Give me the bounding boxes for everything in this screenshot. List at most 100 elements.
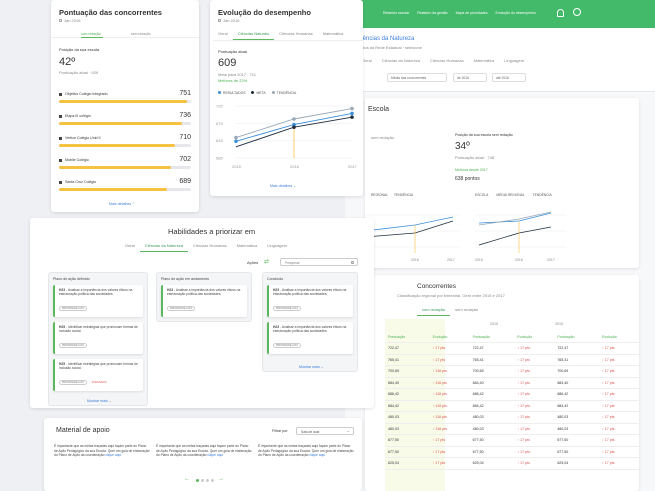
nav-link[interactable]: Relatório escolar [383, 11, 410, 15]
tab[interactable]: Ciências da Natureza [381, 58, 421, 63]
table-cell: ↑ 17 pts [514, 423, 555, 435]
filter-select[interactable]: até 2016 [492, 73, 526, 82]
data-point[interactable] [350, 115, 354, 119]
carousel-dot[interactable] [201, 479, 204, 482]
show-more-link[interactable]: Mostrar mais ⌄ [299, 365, 324, 369]
carousel-dot[interactable] [211, 479, 214, 482]
data-point[interactable] [292, 122, 296, 127]
tab-ciencias-naturais[interactable]: Ciências Naturais [232, 28, 275, 40]
table-cell: 677,50 [469, 446, 515, 458]
school-row[interactable]: Mobile Colégio 702 [59, 156, 191, 174]
mais-detalhes-link[interactable]: Mais detalhes ⌃ [109, 202, 136, 206]
legend-meta: META [251, 91, 266, 95]
table-cell: ↑ 17 pts [598, 400, 639, 412]
table-cell: ↑ 17 pts [514, 377, 555, 389]
tab-matematica[interactable]: Matemática [322, 31, 344, 36]
table-cell: ↑ 116 pts [429, 400, 470, 412]
tab[interactable]: Ciências Humanas [430, 58, 464, 63]
tab[interactable]: sem redação [455, 307, 479, 312]
carousel-dots [196, 479, 214, 482]
priority-badge: PRIORIDADE ALTA [59, 306, 87, 312]
nav-link[interactable]: Relatório da gestão [417, 11, 448, 15]
data-point[interactable] [292, 117, 296, 121]
table-cell: ↑ 17 pts [514, 411, 555, 424]
data-point[interactable] [292, 125, 296, 129]
x-tick-label: 2017 [348, 164, 358, 169]
search-input[interactable]: Pesquisar [280, 258, 358, 266]
tab-ciencias-natureza[interactable]: Ciências da Natureza [139, 240, 189, 252]
table-cell: 700,69 [554, 365, 599, 378]
tab-ciencias-humanas[interactable]: Ciências Humanas [279, 31, 313, 36]
table-cell: ↑ 17 pts [429, 434, 470, 447]
col-header: Evolução [429, 331, 470, 343]
conc-subtitle: Classificação regional por bimestral, Ge… [397, 293, 505, 298]
tab-linguagem[interactable]: Linguagem [267, 243, 288, 248]
material-item[interactable]: É importante que as metas traçadas aqui … [156, 444, 252, 458]
back-x-label: 2016 [515, 258, 523, 262]
tab-ciencias-humanas[interactable]: Ciências Humanas [193, 243, 227, 248]
skill-card[interactable]: H25 - Identificar estratégias que promov… [53, 359, 143, 391]
filter-select[interactable]: Sala de aula ⌄ [296, 427, 354, 435]
material-link[interactable]: clique aqui [309, 453, 326, 457]
filter-select[interactable]: de 2016 [453, 73, 487, 82]
bell-icon[interactable] [557, 9, 564, 17]
score-goal: Meta para 2017 · 711 [218, 72, 256, 77]
tab[interactable]: Matemática [473, 58, 495, 63]
show-more-link[interactable]: Mostrar mais ⌄ [87, 399, 112, 403]
concorrentes-card: Pontuação das concorrentes Jan 2016 com … [51, 0, 199, 212]
table-cell: ↑ 17 pts [598, 457, 639, 470]
carousel-next-icon[interactable]: → [218, 476, 224, 482]
carousel-dot-active[interactable] [196, 479, 199, 482]
school-row[interactable]: Santa Cruz Colégio 689 [59, 178, 191, 196]
filter-value: Média das concorrentes [391, 76, 427, 80]
skill-card[interactable]: H23 - Analisar a importância dos valores… [53, 285, 143, 317]
tab-geral[interactable]: Geral [218, 31, 228, 36]
material-link[interactable]: clique aqui [105, 453, 122, 457]
tab-sem-redacao[interactable]: sem redação [131, 32, 151, 36]
col-header: Pontuação [554, 331, 599, 343]
school-row[interactable]: Objetivo Colégio Integrado 751 [59, 90, 191, 108]
tab-com-redacao[interactable]: com redação [81, 32, 101, 36]
filter-select[interactable]: Média das concorrentes [387, 73, 447, 82]
tab[interactable]: Geral [362, 58, 372, 63]
swap-icon[interactable]: ⇄ [264, 259, 270, 265]
tab[interactable]: com redação [417, 304, 451, 316]
material-item[interactable]: É importante que as metas traçadas aqui … [258, 444, 354, 458]
skill-card[interactable]: H23 - Analisar a importância dos valores… [267, 322, 353, 354]
table-cell: 684,40 [554, 377, 599, 389]
school-row[interactable]: Vertice Colégio Unid II 710 [59, 134, 191, 152]
carousel-dot[interactable] [206, 479, 209, 482]
tab[interactable]: Linguagem [504, 58, 525, 63]
school-score: 702 [179, 156, 191, 163]
school-row[interactable]: Etapa III colégio 736 [59, 112, 191, 130]
col-header: Pontuação [469, 331, 515, 343]
skill-card[interactable]: H23 - Analisar a importância dos valores… [267, 285, 353, 317]
data-point[interactable] [350, 106, 354, 111]
tab-geral[interactable]: Geral [125, 243, 135, 248]
y-tick-label: 585 [216, 156, 223, 161]
skill-card[interactable]: H25 - Identificar estratégias que promov… [53, 322, 143, 354]
skill-code: H25 [59, 325, 66, 329]
nav-link[interactable]: Mapa de prioridades [455, 11, 488, 15]
material-link[interactable]: clique aqui [207, 453, 224, 457]
data-point[interactable] [350, 111, 354, 116]
user-icon[interactable] [573, 8, 581, 16]
school-name: Etapa III colégio [65, 114, 91, 118]
mais-detalhes-link[interactable]: Mais detalhes ⌄ [270, 184, 297, 188]
table-cell: ↑ 116 pts [429, 365, 470, 378]
back-line-trend [365, 220, 454, 238]
table-cell: ↑ 17 pts [598, 354, 639, 366]
data-point[interactable] [234, 139, 238, 144]
table-cell: 722,47 [554, 342, 599, 355]
priority-badge: PRIORIDADE ALTA [59, 380, 87, 386]
year-2015: 2015 [490, 322, 498, 326]
nav-link[interactable]: Evolução do desempenho [495, 11, 537, 15]
data-point[interactable] [234, 135, 238, 140]
tab-matematica[interactable]: Matemática [236, 243, 258, 248]
carousel-prev-icon[interactable]: ← [184, 476, 190, 482]
score-bar [59, 188, 191, 191]
table-cell: 765,41 [554, 354, 599, 366]
subheader-subline: Dados da Rede Estadual · selecione [357, 45, 422, 50]
material-item[interactable]: É importante que as metas traçadas aqui … [54, 444, 150, 458]
skill-card[interactable]: H23 - Analisar a importância dos valores… [161, 285, 247, 317]
